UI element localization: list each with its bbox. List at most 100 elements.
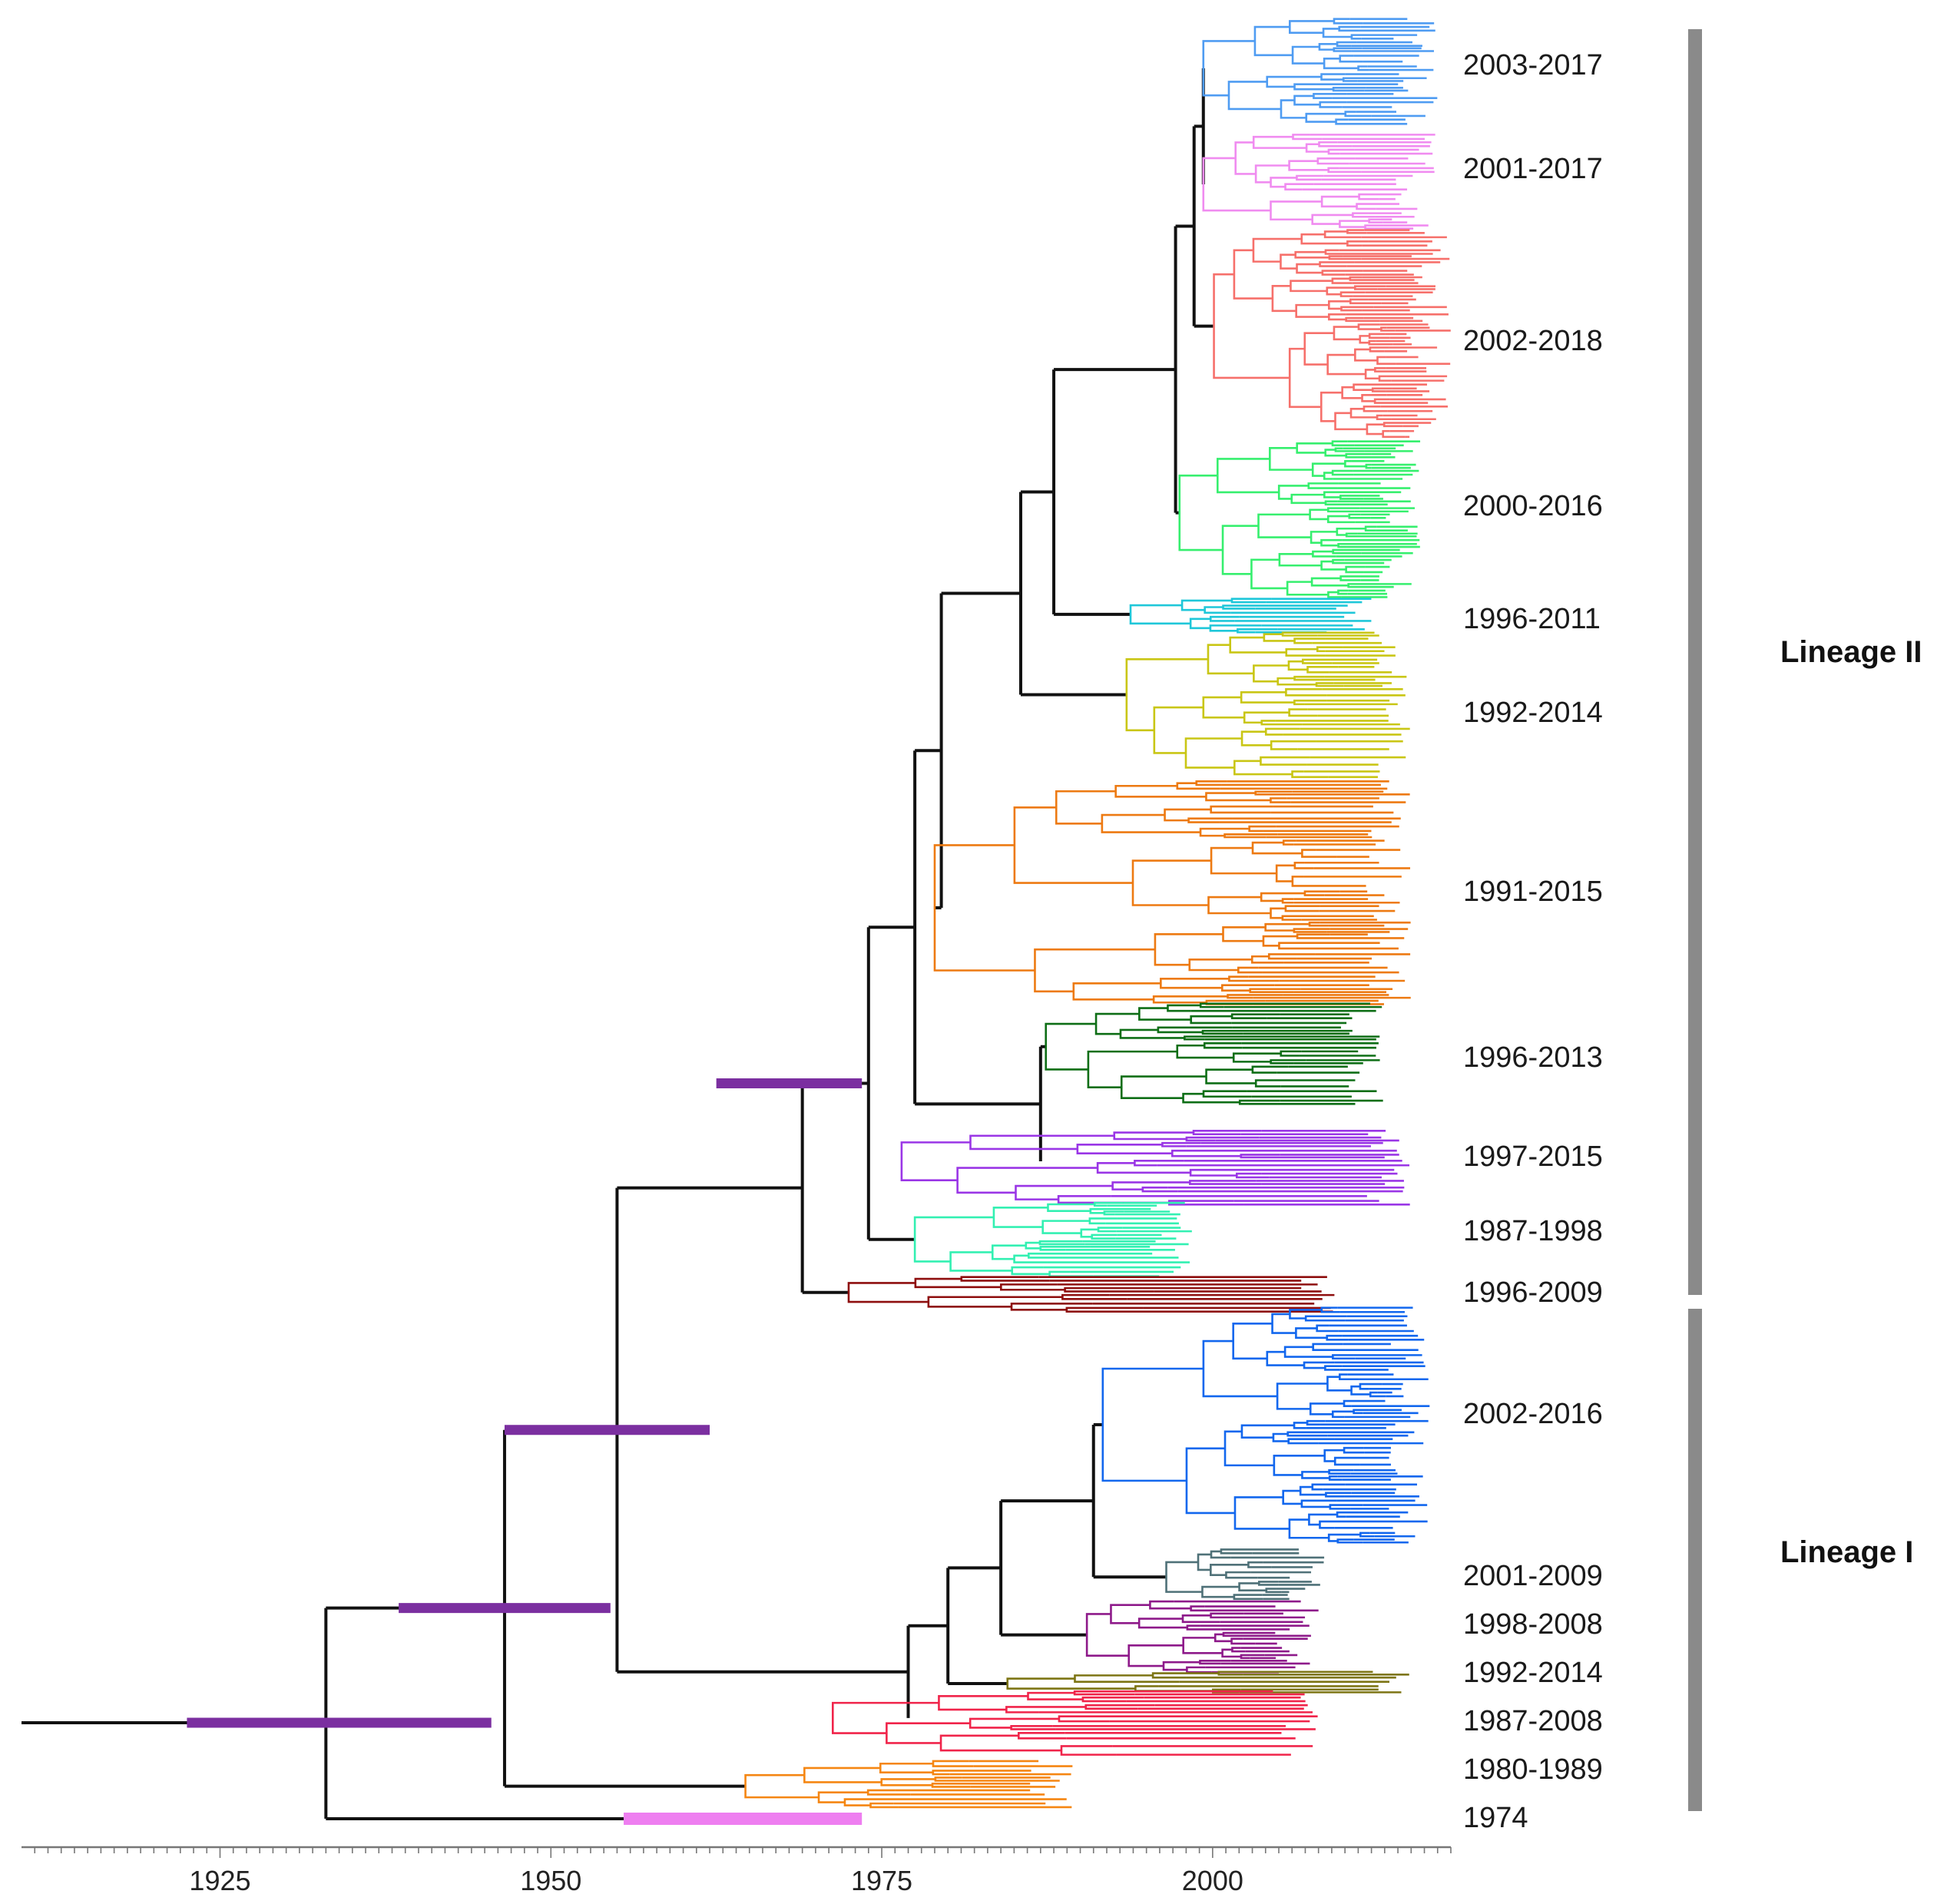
clade-3-branch (1324, 500, 1350, 506)
clade-7-branch (1203, 1041, 1243, 1049)
clade-3-branch (1332, 558, 1359, 565)
clade-2-branch (1326, 353, 1366, 376)
clade-2-branch (1346, 229, 1367, 234)
clade-7-branch (1238, 1099, 1280, 1105)
clade-8-branch (1096, 1161, 1191, 1174)
clade-7-branch (1119, 1028, 1185, 1039)
clade-9-branch (1025, 1241, 1041, 1250)
clade-8-branch (1171, 1149, 1241, 1157)
clade-8-branch (1076, 1143, 1173, 1154)
clade-16-branch (869, 1802, 899, 1809)
clade-6-branch (1220, 984, 1275, 992)
clade-2002-2016-11 (1101, 1306, 1430, 1544)
clade-6-branch (1284, 905, 1320, 912)
clade-11-branch (1233, 1496, 1290, 1530)
clade-2002-2018-2 (1213, 229, 1451, 439)
clade-6-branch (1251, 841, 1303, 855)
axis-tick-label-1950: 1950 (520, 1865, 581, 1896)
clade-1-branch (1327, 148, 1355, 155)
clade-0-branch (1332, 87, 1366, 92)
clade-1987-1998-9 (913, 1201, 1192, 1278)
clade-16-branch (931, 1783, 971, 1788)
clade-11-branch (1273, 1455, 1325, 1476)
clade-6-branch (1013, 806, 1133, 884)
clade-3-branch (1307, 482, 1339, 489)
clade-6-branch (1034, 948, 1155, 993)
clade-4-branch (1180, 599, 1232, 611)
clade-2003-2017-0 (1202, 18, 1438, 125)
clade-2001-2009-12 (1165, 1548, 1325, 1601)
clade-2-branch (1294, 250, 1329, 259)
clade-15-branch (1081, 1696, 1144, 1703)
clade-15-branch (1010, 1725, 1056, 1730)
clade-2-branch (1359, 335, 1370, 344)
clade-6-branch (1131, 859, 1212, 906)
axis-tick-label-1925: 1925 (189, 1865, 250, 1896)
clade-16-branch (880, 1778, 935, 1786)
clade-7-branch (1182, 1092, 1240, 1104)
clade-10-branch (847, 1282, 929, 1303)
clade-6-branch (1237, 966, 1263, 974)
clade-3-branch (1221, 525, 1259, 575)
clade-5-branch (1202, 696, 1245, 719)
clade-2-branch (1366, 423, 1385, 435)
clade-3-branch (1365, 463, 1372, 469)
clade-7-branch (1167, 1004, 1201, 1012)
clade-1-branch (1234, 141, 1257, 175)
clade-0-branch (1253, 25, 1293, 57)
clade-2-branch (1339, 291, 1366, 297)
clade-12-branch (1197, 1553, 1211, 1571)
clade-8-branch (900, 1141, 971, 1181)
clade-9-branch (913, 1216, 994, 1263)
clade-14-branch (1074, 1674, 1180, 1684)
clade-0-branch (1280, 99, 1306, 119)
clade-3-branch (1323, 472, 1333, 480)
clade-6-branch (1164, 808, 1211, 822)
clade-8-branch (1192, 1130, 1262, 1136)
clade-5-branch (1260, 756, 1310, 766)
clade-label-2000-2016: 2000-2016 (1463, 490, 1603, 522)
clade-1-branch (1318, 141, 1353, 147)
clade-5-branch (1153, 706, 1204, 754)
clade-3-branch (1327, 591, 1342, 598)
clade-7-branch (1087, 1050, 1177, 1088)
clade-7-branch (1202, 1090, 1252, 1098)
clade-label-1992-2014-i: 1992-2014 (1463, 1657, 1603, 1689)
clade-11-branch (1350, 1385, 1371, 1396)
time-axis: 1925 1950 1975 2000 (22, 1846, 1452, 1896)
clade-2-branch (1382, 422, 1403, 428)
clade-5-branch (1229, 636, 1286, 654)
clade-label-1992-2014-ii: 1992-2014 (1463, 697, 1603, 729)
clade-1-branch (1254, 164, 1290, 184)
clade-0-branch (1293, 94, 1320, 106)
clade-1-branch (1296, 174, 1324, 181)
clade-16-branch (744, 1773, 820, 1799)
clade-11-branch (1343, 1446, 1365, 1454)
clade-2-branch (1295, 303, 1329, 318)
clade-12-branch (1220, 1548, 1253, 1555)
clade-4-branch (1189, 618, 1211, 630)
clade-5-branch (1243, 711, 1290, 724)
clade-2-branch (1326, 286, 1356, 296)
clade-6-branch (1301, 849, 1337, 858)
clade-2-branch (1354, 348, 1378, 362)
clade-10-branch (927, 1296, 1063, 1308)
clade-2-branch (1357, 323, 1382, 330)
axis-tick-label-2000: 2000 (1182, 1865, 1243, 1896)
clade-2-branch (1280, 253, 1297, 270)
clade-13-branch (1231, 1647, 1246, 1653)
clade-7-branch (1176, 1044, 1234, 1059)
clade-label-1996-2013: 1996-2013 (1463, 1041, 1603, 1074)
clade-2-branch (1376, 356, 1396, 365)
clade-0-branch (1313, 92, 1347, 99)
clade-6-branch (1195, 780, 1227, 786)
clade-6-branch (1296, 933, 1330, 939)
clade-8-branch (1113, 1131, 1194, 1141)
clade-5-branch (1184, 737, 1243, 769)
clade-8-branch (1188, 1180, 1262, 1185)
clade-7-branch (1199, 1002, 1224, 1008)
clade-6-branch (1114, 784, 1207, 798)
clade-2-branch (1331, 277, 1353, 284)
clade-10-branch (1064, 1286, 1154, 1293)
